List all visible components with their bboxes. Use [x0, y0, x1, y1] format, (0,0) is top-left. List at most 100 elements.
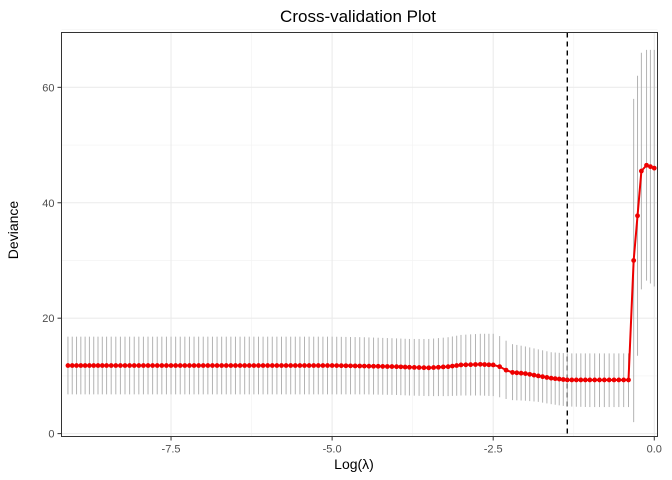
deviance-point [136, 363, 142, 368]
ticklabel-layer: -7.5 -5.0 -2.5 0.0 0 20 40 60 [42, 82, 662, 455]
y-tick-label: 20 [42, 313, 54, 325]
y-axis-title: Deviance [5, 201, 21, 260]
deviance-point [503, 367, 509, 373]
deviance-point [440, 364, 446, 370]
deviance-point [228, 363, 234, 368]
deviance-point [463, 362, 469, 368]
deviance-point [283, 363, 289, 368]
deviance-point [131, 363, 137, 368]
deviance-point [127, 363, 133, 368]
deviance-point [449, 363, 455, 369]
deviance-point [445, 364, 451, 370]
deviance-point [578, 377, 584, 383]
panel-border [61, 32, 658, 437]
deviance-point [389, 364, 395, 369]
deviance-point [648, 164, 653, 170]
deviance-point [454, 363, 460, 368]
deviance-point [150, 363, 156, 368]
deviance-point [352, 363, 358, 369]
deviance-point [219, 363, 225, 368]
deviance-point [582, 377, 588, 383]
deviance-point [473, 362, 478, 367]
y-tick-label: 40 [42, 198, 54, 210]
deviance-point [159, 363, 165, 368]
deviance-point [78, 363, 84, 368]
deviance-point [497, 364, 503, 370]
deviance-point [108, 363, 114, 368]
deviance-point [260, 363, 266, 368]
deviance-point [514, 370, 520, 376]
deviance-point [564, 377, 570, 383]
tick-layer [57, 86, 655, 441]
deviance-point [279, 363, 284, 368]
deviance-point [87, 363, 92, 368]
deviance-point [306, 363, 312, 368]
deviance-point [523, 371, 528, 376]
deviance-point [99, 363, 105, 368]
deviance-point [242, 363, 248, 368]
deviance-point [644, 162, 649, 168]
deviance-point [357, 363, 363, 369]
deviance-point [173, 363, 179, 368]
deviance-point [544, 375, 550, 380]
deviance-point [274, 363, 280, 368]
deviance-point [631, 258, 637, 263]
deviance-point [635, 213, 640, 219]
deviance-point [606, 377, 612, 383]
deviance-point [256, 363, 261, 368]
deviance-point [91, 363, 97, 368]
x-tick-label: 0.0 [647, 444, 662, 456]
deviance-point [269, 363, 275, 368]
deviance-point [182, 363, 188, 368]
deviance-point [223, 363, 229, 368]
deviance-point [597, 377, 602, 383]
deviance-point [320, 363, 326, 368]
deviance-point [616, 377, 622, 383]
deviance-point [426, 365, 432, 371]
deviance-point [200, 363, 206, 368]
deviance-point [214, 363, 220, 368]
deviance-point [458, 362, 464, 368]
chart-title: Cross-validation Plot [280, 7, 436, 26]
deviance-point [366, 363, 372, 369]
deviance-point [196, 363, 202, 368]
deviance-point [122, 363, 128, 368]
deviance-point [233, 363, 238, 368]
deviance-point [651, 165, 657, 171]
deviance-point [237, 363, 243, 368]
deviance-point [95, 363, 101, 368]
deviance-point [402, 364, 408, 370]
deviance-point [531, 372, 537, 378]
deviance-point [69, 363, 75, 368]
deviance-point [552, 376, 558, 382]
deviance-point [118, 363, 123, 368]
deviance-point [154, 363, 160, 368]
deviance-point [177, 363, 183, 368]
deviance-point [573, 377, 579, 383]
deviance-point [621, 377, 627, 383]
deviance-point [164, 363, 169, 368]
deviance-point [361, 363, 367, 369]
deviance-point [210, 363, 215, 368]
deviance-point [141, 363, 146, 368]
y-tick-label: 60 [42, 82, 54, 94]
deviance-point [82, 363, 88, 368]
deviance-point [113, 363, 119, 368]
deviance-point [375, 363, 381, 369]
deviance-point [168, 363, 174, 368]
deviance-point [343, 363, 349, 369]
deviance-point [535, 373, 541, 379]
deviance-point [468, 362, 474, 368]
deviance-point [65, 363, 71, 368]
deviance-point [638, 168, 644, 174]
deviance-point [394, 364, 399, 370]
point-layer [65, 162, 657, 383]
x-tick-label: -7.5 [162, 444, 181, 456]
deviance-point [104, 363, 110, 368]
deviance-point [398, 364, 404, 370]
deviance-point [74, 363, 79, 368]
deviance-point [191, 363, 197, 368]
deviance-point [407, 364, 412, 370]
deviance-point [251, 363, 257, 368]
